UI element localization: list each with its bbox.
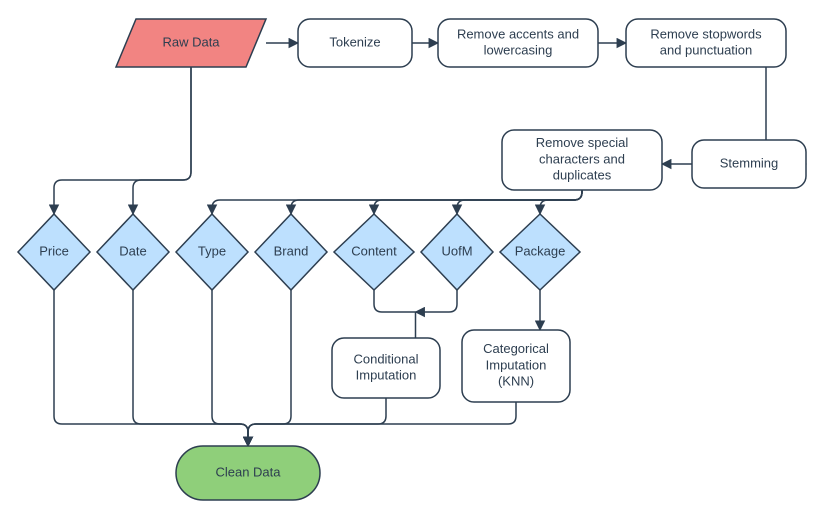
node-cond: Conditional Imputation [353, 351, 418, 382]
node-clean: Clean Data [215, 464, 281, 479]
node-content: Content [351, 243, 397, 258]
edge-special-content [374, 190, 582, 214]
node-special-line: Remove special [536, 135, 629, 150]
node-date: Date [97, 214, 169, 290]
node-stop: Remove stopwords and punctuation [626, 19, 786, 67]
node-special-line: duplicates [553, 168, 612, 183]
node-uofm: UofM [441, 243, 472, 258]
node-stop: Remove stopwords and punctuation [650, 26, 762, 57]
edge-raw-date [133, 67, 191, 214]
node-uofm-line: UofM [441, 243, 472, 258]
node-accents-line: Remove accents and [457, 26, 579, 41]
node-cond: Conditional Imputation [332, 338, 440, 398]
node-stop-line: and punctuation [660, 43, 753, 58]
node-brand: Brand [255, 214, 327, 290]
node-stop-line: Remove stopwords [650, 26, 762, 41]
node-special-line: characters and [539, 151, 625, 166]
node-brand: Brand [274, 243, 309, 258]
node-package-line: Package [515, 243, 566, 258]
node-type: Type [198, 243, 226, 258]
node-date-line: Date [119, 243, 146, 258]
node-stem-line: Stemming [720, 155, 779, 170]
node-knn-line: Categorical [483, 341, 549, 356]
node-price: Price [39, 243, 69, 258]
node-package: Package [515, 243, 566, 258]
node-clean: Clean Data [176, 446, 320, 500]
edge-special-package [540, 190, 582, 214]
edge-content-cond [374, 290, 457, 338]
node-content: Content [334, 214, 414, 290]
node-price-line: Price [39, 243, 69, 258]
node-content-line: Content [351, 243, 397, 258]
edge-raw-price [54, 67, 191, 214]
edge-brand-clean [248, 290, 291, 446]
node-clean-line: Clean Data [215, 464, 281, 479]
edge-date-clean [133, 290, 248, 446]
node-date: Date [119, 243, 146, 258]
node-tokenize: Tokenize [298, 19, 412, 67]
node-package: Package [500, 214, 580, 290]
edge-type-clean [212, 290, 248, 446]
edge-knn-clean [248, 402, 516, 446]
node-raw: Raw Data [116, 19, 266, 67]
node-knn-line: (KNN) [498, 374, 534, 389]
edge-special-uofm [457, 190, 582, 214]
node-stem: Stemming [720, 155, 779, 170]
node-tokenize: Tokenize [329, 34, 380, 49]
node-type-line: Type [198, 243, 226, 258]
node-cond-line: Conditional [353, 351, 418, 366]
edge-price-clean [54, 290, 248, 446]
node-accents-line: lowercasing [484, 43, 553, 58]
node-knn: CategoricalImputation (KNN) [462, 330, 570, 402]
edge-cond-clean [248, 398, 386, 446]
node-uofm: UofM [421, 214, 493, 290]
node-special: Remove specialcharacters and duplicates [502, 130, 662, 190]
edge-special-brand [291, 190, 582, 214]
node-tokenize-line: Tokenize [329, 34, 380, 49]
node-stem: Stemming [692, 140, 806, 188]
node-price: Price [18, 214, 90, 290]
node-raw: Raw Data [162, 34, 220, 49]
node-knn-line: Imputation [486, 357, 547, 372]
node-raw-line: Raw Data [162, 34, 220, 49]
node-cond-line: Imputation [356, 368, 417, 383]
node-brand-line: Brand [274, 243, 309, 258]
node-accents: Remove accents and lowercasing [438, 19, 598, 67]
node-type: Type [176, 214, 248, 290]
edge-special-type [212, 190, 582, 214]
